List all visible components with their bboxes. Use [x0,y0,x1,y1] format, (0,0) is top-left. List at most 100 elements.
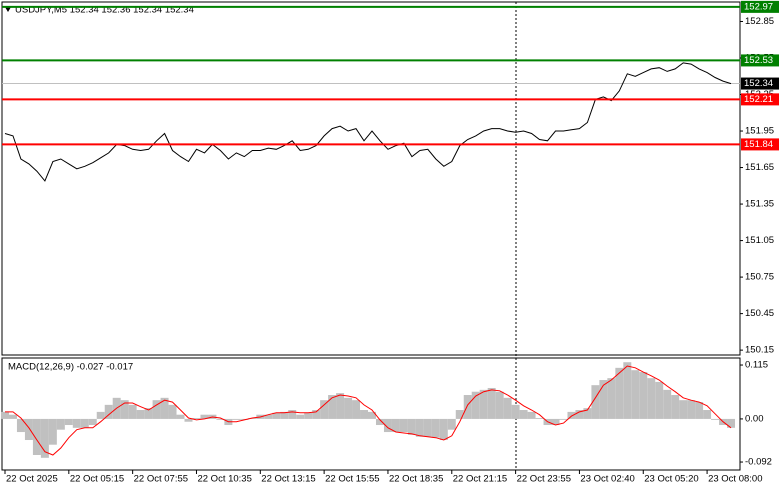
macd-histogram-bar [1,411,9,419]
y-tick-label: 151.65 [745,162,774,173]
macd-histogram-bar [727,418,736,428]
macd-histogram-bar [679,400,688,419]
macd-histogram-bar [623,362,632,419]
macd-histogram-bar [415,418,424,437]
macd-histogram-bar [695,402,704,419]
macd-histogram-bar [136,410,145,419]
x-tick-label: 22 Oct 21:15 [453,474,507,485]
macd-histogram-bar [615,367,624,419]
level-label: 152.53 [744,55,773,66]
level-label-box [741,93,779,106]
macd-signal-line [5,365,732,456]
x-tick-label: 22 Oct 07:55 [134,474,188,485]
macd-histogram-bar [24,418,33,441]
macd-histogram-bar [423,418,432,437]
macd-histogram-bar [495,391,504,419]
macd-histogram-bar [591,385,600,419]
macd-histogram-bar [671,395,680,419]
macd-histogram-bar [96,411,105,419]
macd-histogram-bar [567,411,576,419]
macd-histogram-bar [431,418,440,438]
x-tick-label: 22 Oct 13:15 [261,474,315,485]
macd-histogram-bar [56,418,65,430]
macd-histogram-bar [328,395,337,419]
price-line [4,62,732,182]
macd-histogram-bar [32,418,41,456]
macd-histogram-bar [216,418,225,420]
macd-histogram-bar [64,418,73,426]
macd-histogram-bar [160,397,169,419]
macd-histogram-bar [703,410,712,419]
macd-histogram-bar [344,397,353,419]
macd-histogram-bar [407,418,416,435]
macd-histogram-bar [72,418,81,428]
macd-histogram-bar [264,414,273,419]
y-tick-label: 152.85 [745,16,774,27]
macd-histogram-bar [503,397,512,419]
x-tick-label: 22 Oct 23:55 [517,474,571,485]
macd-histogram-bar [16,418,25,433]
macd-histogram-bar [88,418,97,426]
macd-histogram-bar [168,404,177,419]
macd-histogram-bar [48,418,57,445]
macd-histogram-bar [519,410,528,419]
macd-histogram-bar [312,410,321,419]
x-tick-label: 22 Oct 15:55 [325,474,379,485]
macd-histogram-bar [631,370,640,419]
level-label: 152.97 [744,1,773,12]
macd-histogram-bar [687,400,696,419]
macd-histogram-bar [352,400,361,419]
y-tick-label: 150.15 [745,345,774,356]
macd-histogram-bar [647,378,656,419]
macd-histogram-bar [40,418,49,458]
macd-histogram-bar [471,391,480,419]
macd-histogram-bar [280,411,289,419]
macd-histogram-bar [128,404,137,419]
last-price-box [741,77,779,90]
macd-histogram-bar [391,418,400,433]
last-price-label: 152.34 [744,78,773,89]
level-label: 151.84 [744,139,773,150]
macd-histogram-bar [463,395,472,419]
macd-histogram-bar [80,418,89,428]
macd-histogram-bar [152,400,161,419]
macd-histogram-bar [232,418,241,420]
y-tick-label: 0.00 [745,413,764,424]
price-panel-frame [1,1,741,356]
macd-histogram-bar [575,410,584,419]
macd-histogram-bar [288,410,297,419]
macd-histogram-bar [176,414,185,419]
macd-histogram-bar [336,393,345,419]
macd-histogram-bar [527,411,536,419]
x-tick-label: 22 Oct 2025 [6,474,58,485]
macd-histogram-bar [272,412,281,419]
macd-histogram-bar [320,400,329,419]
y-tick-label: 151.95 [745,126,774,137]
macd-histogram-bar [559,418,568,420]
macd-histogram-bar [8,414,17,419]
macd-histogram-bar [200,414,209,419]
y-tick-label: -0.092 [745,457,772,468]
level-label: 152.21 [744,94,773,105]
macd-histogram-bar [368,411,376,419]
macd-histogram-bar [120,400,129,419]
x-tick-label: 22 Oct 10:35 [197,474,251,485]
x-tick-label: 23 Oct 08:00 [708,474,762,485]
y-tick-label: 0.115 [745,360,768,371]
x-tick-label: 22 Oct 05:15 [70,474,124,485]
macd-histogram-bar [655,381,664,419]
x-tick-label: 22 Oct 18:35 [389,474,443,485]
macd-histogram-bar [104,404,113,419]
y-tick-label: 150.45 [745,308,774,319]
macd-histogram-bar [192,417,201,419]
macd-histogram-bar [607,378,616,419]
macd-histogram-bar [711,418,720,420]
macd-histogram-bar [551,418,560,426]
macd-histogram-bar [296,414,305,419]
macd-histogram-bar [184,418,193,422]
level-label-box [741,0,779,13]
macd-histogram-bar [487,387,496,419]
level-label-box [741,54,779,67]
y-tick-label: 151.35 [745,199,774,210]
